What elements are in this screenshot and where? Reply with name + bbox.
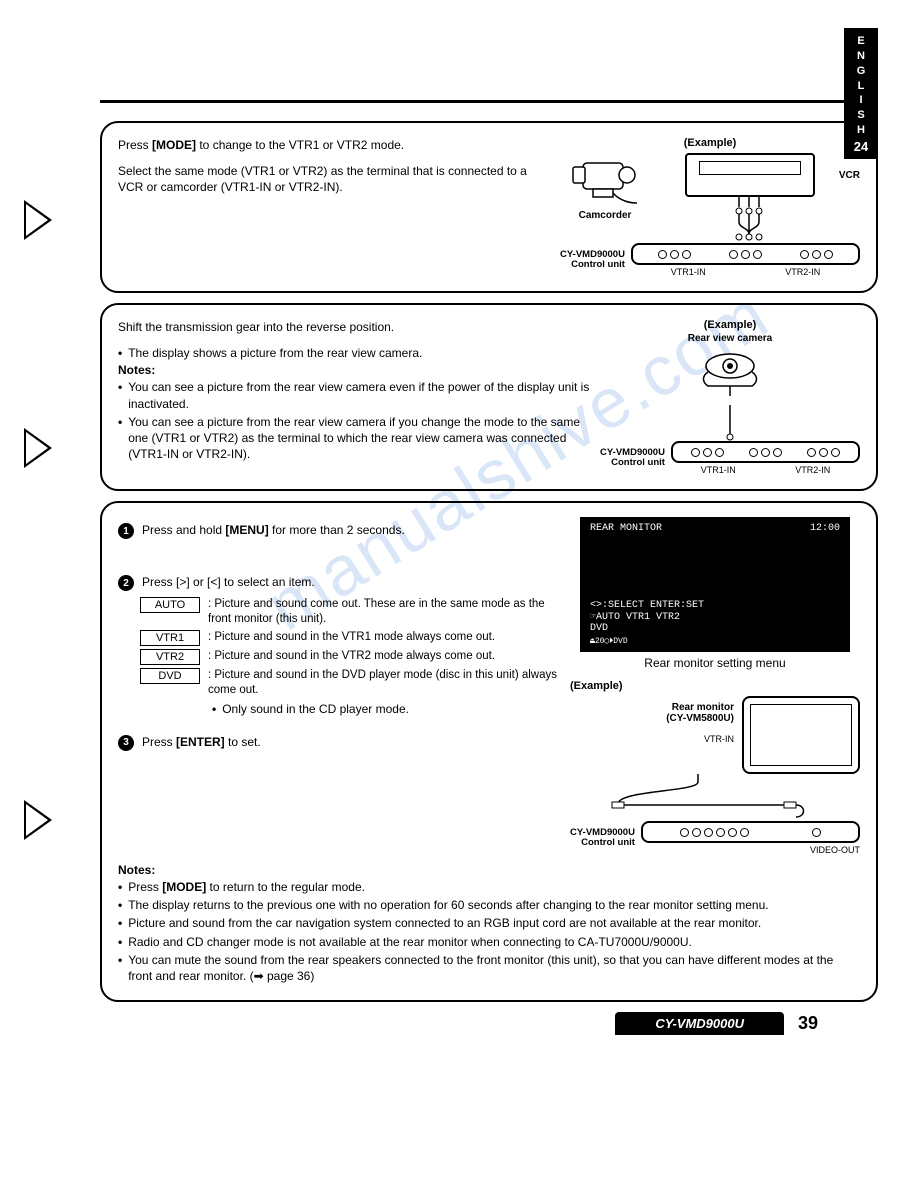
vcr-label: VCR [839,170,860,181]
option-desc: Picture and sound come out. These are in… [208,597,560,627]
pointer-icon [24,428,52,468]
rear-monitor-label: Rear monitor [570,702,734,713]
monitor-icon [742,696,860,774]
panel-rear-monitor: 1 Press and hold [MENU] for more than 2 … [100,501,878,1002]
option-row: AUTO Picture and sound come out. These ar… [140,597,560,627]
instruction-text: Shift the transmission gear into the rev… [118,319,590,335]
example-label: (Example) [560,137,860,149]
option-label: VTR2 [140,649,200,665]
port-label: VTR2-IN [795,465,830,475]
instruction-text: Press [MODE] to change to the VTR1 or VT… [118,137,550,153]
control-unit-icon [641,821,860,843]
menu-caption: Rear monitor setting menu [570,656,860,670]
bullet-text: Only sound in the CD player mode. [212,701,560,717]
control-unit-icon [631,243,860,265]
step-number-icon: 1 [118,523,134,539]
bullet-text: Press [MODE] to return to the regular mo… [118,879,860,895]
camcorder-label: Camcorder [560,210,650,221]
camcorder-icon [565,153,645,207]
unit-label: Control unit [570,838,635,848]
step-number-icon: 3 [118,735,134,751]
panel-rear-camera: Shift the transmission gear into the rev… [100,303,878,491]
page-number: 39 [798,1013,818,1034]
port-label: VTR1-IN [671,267,706,277]
example-label: (Example) [600,319,860,331]
cable-icon [710,405,750,441]
vcr-icon [685,153,815,197]
rear-camera-icon [690,348,770,398]
header-rule [100,100,878,103]
model-badge: CY-VMD9000U [615,1012,784,1035]
rear-camera-label: Rear view camera [600,333,860,344]
option-desc: Picture and sound in the VTR1 mode alway… [208,630,495,645]
footer: CY-VMD9000U 39 [40,1012,818,1035]
option-desc: Picture and sound in the DVD player mode… [208,668,560,698]
pointer-icon [24,800,52,840]
option-desc: Picture and sound in the VTR2 mode alway… [208,649,495,664]
cable-diagram [699,197,829,241]
bullet-text: Picture and sound from the car navigatio… [118,915,860,931]
option-row: DVD Picture and sound in the DVD player m… [140,668,560,698]
bullet-text: The display shows a picture from the rea… [118,345,590,361]
bullet-text: You can mute the sound from the rear spe… [118,952,860,984]
step-3: 3 Press [ENTER] to set. [118,735,560,751]
option-label: VTR1 [140,630,200,646]
option-row: VTR1 Picture and sound in the VTR1 mode a… [140,630,560,646]
bullet-text: You can see a picture from the rear view… [118,414,590,463]
step-1: 1 Press and hold [MENU] for more than 2 … [118,523,560,539]
option-row: VTR2 Picture and sound in the VTR2 mode a… [140,649,560,665]
port-label: VTR2-IN [785,267,820,277]
notes-heading: Notes: [118,363,590,377]
example-label: (Example) [570,680,860,692]
option-label: DVD [140,668,200,684]
vtr-in-label: VTR-IN [570,734,734,744]
panel-vtr-mode: Press [MODE] to change to the VTR1 or VT… [100,121,878,293]
menu-screen: REAR MONITOR12:00 <>:SELECT ENTER:SET ☞A… [580,517,850,652]
control-unit-icon [671,441,860,463]
unit-label: Control unit [600,458,665,468]
bullet-text: Radio and CD changer mode is not availab… [118,934,860,950]
instruction-text: Select the same mode (VTR1 or VTR2) as t… [118,163,550,195]
unit-label: Control unit [560,260,625,270]
bullet-text: The display returns to the previous one … [118,897,860,913]
pointer-icon [24,200,52,240]
rear-monitor-model: (CY-VM5800U) [570,713,734,724]
step-2: 2 Press [>] or [<] to select an item. [118,575,560,591]
option-label: AUTO [140,597,200,613]
notes-heading: Notes: [118,863,860,877]
cable-diagram [570,774,840,818]
step-number-icon: 2 [118,575,134,591]
port-label: VTR1-IN [701,465,736,475]
bullet-text: You can see a picture from the rear view… [118,379,590,411]
video-out-label: VIDEO-OUT [641,845,860,855]
